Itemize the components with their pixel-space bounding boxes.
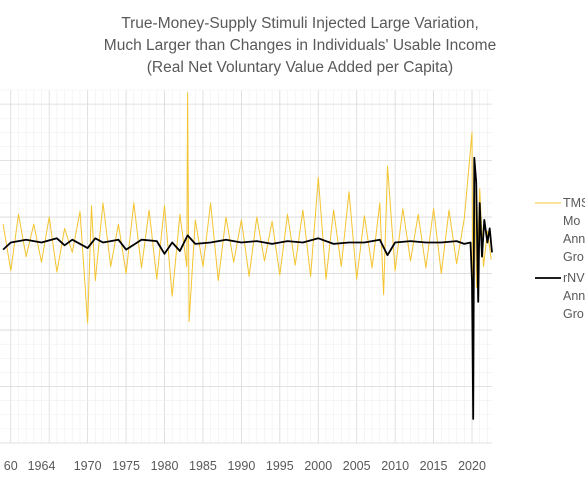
legend-label-tms: Mo	[563, 214, 580, 228]
legend-label-rnvva: Ann	[563, 289, 585, 303]
legend-label-tms: Ann	[563, 232, 585, 246]
x-tick-label: 1985	[189, 459, 217, 473]
legend-label-rnvva: rNV	[563, 271, 585, 285]
chart-title-line-3: (Real Net Voluntary Value Added per Capi…	[147, 59, 453, 76]
x-tick-label: 1980	[151, 459, 179, 473]
series-line-tms	[2, 92, 492, 366]
x-tick-label: 2005	[343, 459, 371, 473]
chart-title-line-2: Much Larger than Changes in Individuals'…	[104, 37, 496, 54]
x-tick-label: 2015	[420, 459, 448, 473]
chart-title-line-1: True-Money-Supply Stimuli Injected Large…	[121, 15, 479, 32]
x-tick-label: 2020	[458, 459, 486, 473]
legend-label-tms: TMS	[563, 196, 585, 210]
x-tick-label: 1970	[74, 459, 102, 473]
series-group	[2, 92, 493, 420]
legend-label-tms: Gro	[563, 250, 584, 264]
x-tick-label: 1975	[112, 459, 140, 473]
series-line-rnvva	[2, 156, 493, 420]
x-tick-label: 1990	[227, 459, 255, 473]
legend-label-rnvva: Gro	[563, 307, 584, 321]
x-tick-label: 60	[4, 459, 18, 473]
x-tick-label: 1995	[266, 459, 294, 473]
x-axis-ticks: 60 1964 1970 1975 1980 1985 1990 1995 2000 2005 20…	[4, 459, 486, 473]
x-tick-label: 2010	[381, 459, 409, 473]
grid	[0, 89, 492, 444]
legend: TMS Mo Ann Gro rNV Ann Gro	[535, 196, 585, 321]
x-tick-label: 1964	[28, 459, 56, 473]
x-tick-label: 2000	[304, 459, 332, 473]
